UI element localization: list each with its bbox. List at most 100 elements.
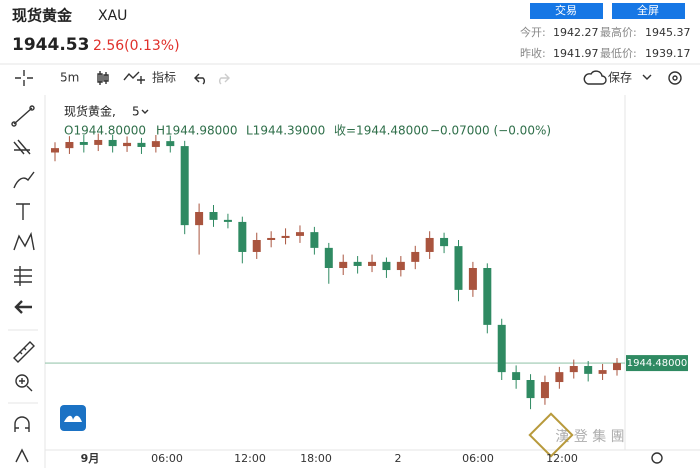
candle-body [79, 142, 88, 145]
watermark-logo [528, 412, 574, 458]
instrument-name: 现货黄金 [12, 7, 73, 25]
trend-line-icon[interactable] [11, 105, 35, 127]
logo [60, 405, 86, 431]
candle-body [526, 380, 535, 399]
stat-value: 1941.97 [553, 47, 599, 60]
magnet-icon[interactable] [14, 416, 30, 432]
candle-body [51, 148, 59, 153]
candle-body [555, 372, 564, 383]
fib-icon[interactable] [13, 139, 31, 155]
fullscreen-button-label[interactable]: 全屏 [637, 3, 659, 17]
cloud-icon[interactable] [583, 70, 607, 85]
candle-body [267, 237, 276, 240]
candle-body [339, 261, 348, 268]
candle-body [468, 268, 477, 290]
candle-body [281, 235, 290, 238]
last-price-tag [626, 355, 688, 372]
candle-body [195, 212, 204, 226]
candle-body [396, 261, 405, 271]
candle-body [497, 324, 506, 373]
indicators[interactable]: 指标 [152, 70, 176, 85]
redo-icon[interactable] [219, 73, 230, 85]
candle-body [512, 372, 521, 380]
x-tick-label: 18:00 [300, 452, 332, 465]
ohlc-value: O1944.80000 [64, 124, 146, 138]
crosshair-icon[interactable] [15, 70, 33, 86]
x-tick-label: 06:00 [151, 452, 183, 465]
stat-label: 最低价: [600, 47, 637, 60]
candle-body [137, 142, 146, 147]
fullscreen-button[interactable] [612, 3, 685, 19]
ohlc-value: −0.07000 (−0.00%) [430, 124, 551, 138]
candle-body [94, 139, 103, 145]
candle-body [252, 240, 261, 252]
candle-body [108, 139, 117, 147]
stat-value: 1939.17 [645, 47, 691, 60]
trade-button-label[interactable]: 交易 [555, 3, 577, 17]
undo-icon[interactable] [194, 73, 205, 85]
watermark: 漢 登 集 團 [555, 428, 624, 445]
ohlc-value: H1944.98000 [156, 124, 238, 138]
logo-mark [64, 415, 82, 422]
ohlc-value: 收=1944.48000 [334, 124, 429, 138]
candle-body [65, 142, 74, 149]
save[interactable]: 保存 [608, 71, 632, 85]
x-tick-label: 06:00 [462, 452, 494, 465]
candle-body [382, 261, 391, 271]
interval[interactable]: 5m [60, 71, 79, 85]
candle-body [540, 382, 549, 399]
stat-label: 昨收: [520, 46, 546, 60]
brush-icon[interactable] [13, 171, 35, 189]
candle-body [166, 141, 175, 147]
x-tick-label: 12:00 [234, 452, 266, 465]
x-tick-label: 2 [395, 452, 402, 465]
candle-body [209, 212, 218, 220]
trade-button[interactable] [530, 3, 603, 19]
lock-icon[interactable] [15, 448, 29, 463]
candle-body [368, 261, 377, 266]
legend-dropdown[interactable] [141, 109, 149, 114]
legend-interval: 5 [132, 105, 140, 119]
instrument-symbol: XAU [98, 8, 127, 24]
ohlc-value: L1944.39000 [246, 124, 325, 138]
legend-title: 现货黄金, [64, 104, 116, 119]
candle-body [151, 141, 160, 147]
ruler-icon[interactable] [13, 341, 35, 363]
candle-icon[interactable] [97, 71, 109, 85]
ohlc-legend: O1944.80000 H1944.98000 L1944.39000 收=1944.… [64, 124, 551, 138]
last-price-label: 1944.48000 [627, 358, 687, 369]
stat-value: 1942.27 [553, 26, 599, 39]
pattern-icon[interactable] [13, 231, 35, 251]
candle-body [238, 221, 247, 252]
candle-body [613, 363, 621, 371]
text-icon[interactable] [16, 203, 30, 220]
candle-body [180, 146, 189, 226]
candle-body [454, 246, 463, 290]
measure-icon[interactable] [14, 266, 32, 286]
candle-body [440, 237, 449, 247]
candle-body [584, 366, 593, 374]
x-tick-label: 9月 [81, 452, 100, 465]
stat-label: 最高价: [600, 25, 637, 39]
price: 1944.53 [12, 35, 89, 55]
zoom-icon[interactable] [15, 374, 33, 392]
candle-body [295, 232, 304, 236]
candle-body [123, 142, 132, 147]
candle-body [598, 370, 607, 374]
axis-settings-icon[interactable] [651, 452, 663, 464]
dropdown-icon[interactable] [642, 74, 652, 80]
settings-icon[interactable] [668, 71, 682, 85]
indicator-icon[interactable] [123, 71, 145, 84]
candle-body [353, 261, 362, 266]
candle-body [324, 247, 333, 268]
stat-label: 今开: [520, 25, 546, 39]
x-tick-label: 12:00 [546, 452, 578, 465]
stat-value: 1945.37 [645, 26, 691, 39]
candle-body [223, 219, 232, 222]
candle-body [310, 232, 319, 248]
price-change: 2.56(0.13%) [93, 38, 180, 54]
back-icon[interactable] [14, 300, 32, 314]
candle-body [411, 251, 420, 262]
candle-body [425, 237, 434, 252]
